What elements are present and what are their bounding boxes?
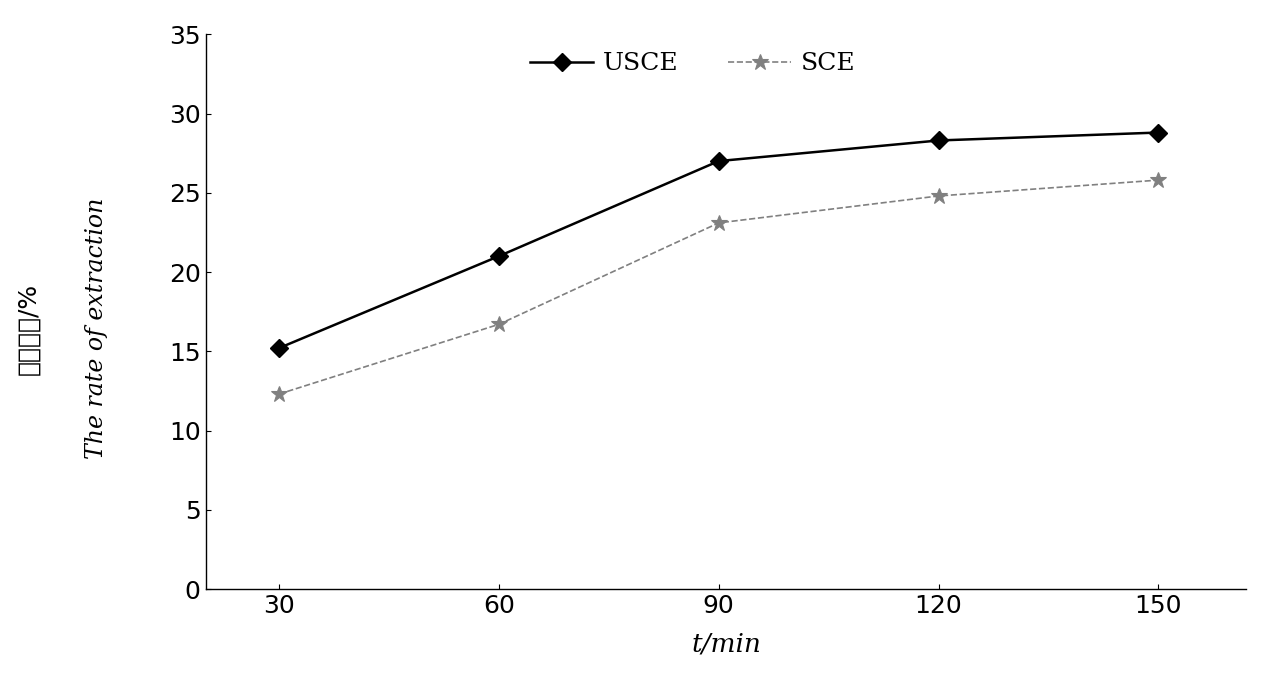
SCE <box>271 390 287 398</box>
Text: 落取得率/%: 落取得率/% <box>17 283 40 375</box>
Line: USCE: USCE <box>272 126 1164 354</box>
Text: The rate of extraction: The rate of extraction <box>85 198 108 460</box>
Line: SCE: SCE <box>271 172 1167 403</box>
X-axis label: t/min: t/min <box>691 632 761 657</box>
USCE <box>491 252 506 260</box>
SCE <box>711 219 726 227</box>
USCE <box>271 344 287 352</box>
SCE <box>1151 176 1167 184</box>
USCE <box>1151 128 1167 136</box>
USCE <box>711 157 726 165</box>
SCE <box>491 321 506 329</box>
USCE <box>930 136 946 145</box>
SCE <box>930 192 946 200</box>
Legend: USCE, SCE: USCE, SCE <box>531 52 856 75</box>
